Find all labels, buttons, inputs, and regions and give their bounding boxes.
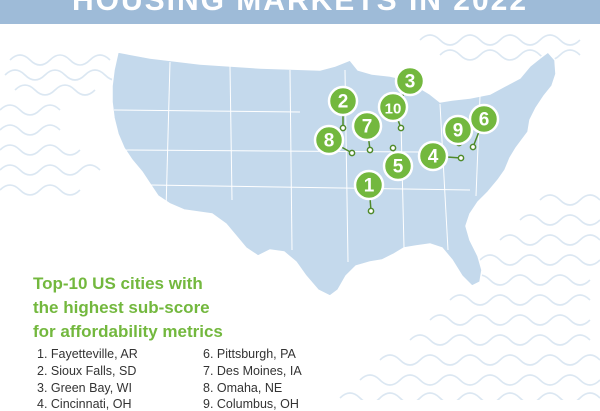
marker-circle-1 xyxy=(353,169,385,201)
marker-circle-10 xyxy=(377,91,409,123)
marker-circle-5 xyxy=(382,150,414,182)
marker-number-3: 3 xyxy=(405,72,416,93)
marker-circle-2 xyxy=(327,85,359,117)
marker-4: 4 xyxy=(417,140,465,172)
caption-line-3: for affordability metrics xyxy=(33,322,223,341)
marker-number-5: 5 xyxy=(393,157,404,178)
marker-number-6: 6 xyxy=(479,110,490,131)
marker-number-1: 1 xyxy=(364,176,375,197)
marker-8: 8 xyxy=(313,124,356,157)
marker-number-2: 2 xyxy=(338,92,349,113)
marker-circle-6 xyxy=(468,103,500,135)
marker-9: 9 xyxy=(442,114,474,147)
city-markers: 1 2 3 4 5 6 7 8 9 10 xyxy=(313,65,500,215)
city-list-item-4: 4. Cincinnati, OH xyxy=(37,397,132,411)
city-list-item-8: 8. Omaha, NE xyxy=(203,381,283,395)
us-landmass xyxy=(111,50,557,297)
city-list-item-9: 9. Columbus, OH xyxy=(203,397,299,411)
marker-pin-2 xyxy=(339,124,347,132)
marker-pin-8 xyxy=(348,149,356,157)
marker-pin-4 xyxy=(457,154,465,162)
city-list-item-7: 7. Des Moines, IA xyxy=(203,364,302,378)
marker-circle-9 xyxy=(442,114,474,146)
title-banner: HOUSING MARKETS IN 2022 xyxy=(0,0,600,24)
marker-pin-7 xyxy=(366,146,374,154)
marker-number-8: 8 xyxy=(324,131,335,152)
marker-10: 10 xyxy=(377,91,409,132)
marker-circle-3 xyxy=(394,65,426,97)
city-list-item-6: 6. Pittsburgh, PA xyxy=(203,347,296,361)
marker-circle-8 xyxy=(313,124,345,156)
caption-line-2: the highest sub-score xyxy=(33,298,210,317)
marker-2: 2 xyxy=(327,85,359,132)
caption-line-1: Top-10 US cities with xyxy=(33,274,203,293)
wave-pattern xyxy=(0,34,600,400)
marker-pin-6 xyxy=(469,143,477,151)
marker-circle-7 xyxy=(351,110,383,142)
marker-number-7: 7 xyxy=(362,117,373,138)
city-list-item-1: 1. Fayetteville, AR xyxy=(37,347,138,361)
marker-pin-10 xyxy=(397,124,405,132)
state-borders xyxy=(113,61,481,263)
marker-1: 1 xyxy=(353,169,385,215)
marker-number-10: 10 xyxy=(385,101,402,118)
us-map: 1 2 3 4 5 6 7 8 9 10 xyxy=(0,34,600,400)
city-list-item-2: 2. Sioux Falls, SD xyxy=(37,364,137,378)
city-list-item-3: 3. Green Bay, WI xyxy=(37,381,132,395)
marker-pin-5 xyxy=(389,144,397,152)
marker-pin-1 xyxy=(367,207,375,215)
caption: Top-10 US cities with the highest sub-sc… xyxy=(33,272,293,344)
marker-6: 6 xyxy=(468,103,500,151)
marker-7: 7 xyxy=(351,110,383,154)
marker-5: 5 xyxy=(382,144,414,182)
marker-circle-4 xyxy=(417,140,449,172)
banner-title: HOUSING MARKETS IN 2022 xyxy=(71,0,529,17)
marker-number-4: 4 xyxy=(428,147,439,168)
marker-number-9: 9 xyxy=(453,121,464,142)
